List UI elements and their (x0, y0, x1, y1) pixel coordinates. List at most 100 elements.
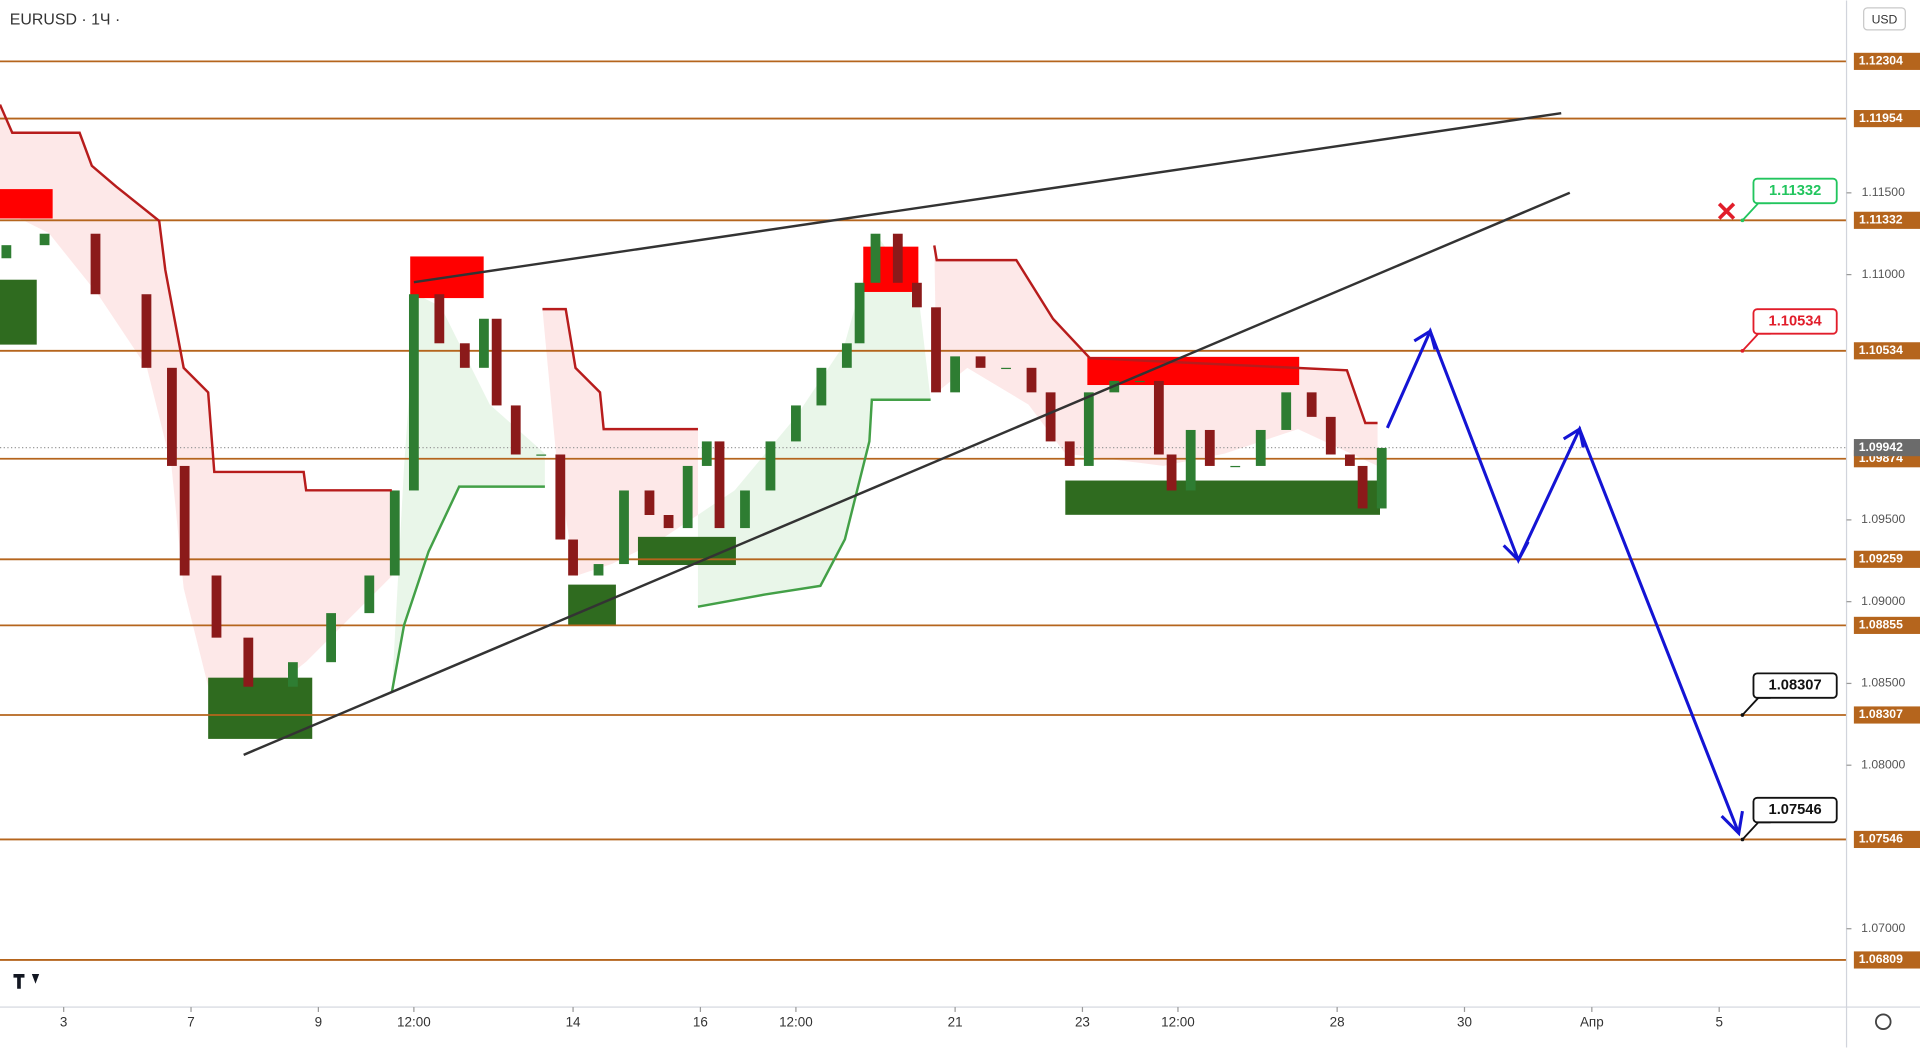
currency-label[interactable]: USD (1872, 12, 1898, 26)
candle (1306, 392, 1317, 417)
candle (1281, 392, 1292, 430)
candle (1344, 454, 1355, 466)
candle (663, 514, 674, 529)
trend-fill (391, 294, 545, 693)
candle (1230, 465, 1241, 468)
x-tick-label: 9 (315, 1015, 322, 1030)
supertrend-up (390, 485, 545, 693)
trend-line (243, 191, 1571, 756)
x-tick-label: 23 (1075, 1015, 1090, 1030)
candle (791, 405, 801, 442)
supertrend-down (542, 307, 698, 431)
demand-zone (0, 279, 37, 345)
callout-label: 1.07546 (1769, 802, 1822, 818)
callout-label: 1.10534 (1769, 313, 1823, 329)
candle (870, 233, 881, 283)
level-label: 1.07546 (1859, 832, 1903, 846)
demand-zone (208, 677, 313, 739)
callout-label: 1.08307 (1769, 677, 1822, 693)
currency-button[interactable] (1863, 7, 1906, 31)
candle (555, 454, 566, 540)
arrow-head (1413, 328, 1437, 350)
trend-fill (542, 309, 698, 577)
level-label: 1.08855 (1859, 618, 1903, 632)
y-tick-label: 1.09000 (1861, 594, 1905, 608)
x-tick-label: 21 (948, 1015, 963, 1030)
candle (90, 233, 101, 295)
candle (619, 490, 629, 565)
level-label: 1.09259 (1859, 552, 1903, 566)
candle (389, 490, 400, 576)
x-tick-label: 12:00 (1161, 1015, 1195, 1030)
candle (1185, 429, 1196, 491)
candle (510, 405, 521, 455)
last-price-label: 1.09942 (1859, 440, 1903, 454)
candle (765, 441, 776, 491)
arrow-head (1720, 810, 1744, 837)
candle (854, 282, 865, 344)
callout-box (1752, 796, 1838, 824)
candle (1001, 367, 1011, 370)
candle (682, 465, 693, 529)
candle (892, 233, 903, 283)
x-tick-label: Апр (1580, 1015, 1604, 1030)
candle (1325, 416, 1336, 455)
candle (1134, 380, 1145, 383)
axes: 1.11500 1.11000 1.09500 1.09000 1.08500 1.080… (60, 52, 1920, 1030)
last-price-tag (1853, 439, 1920, 457)
level-tag (1853, 110, 1920, 128)
x-tick-label: 12:00 (779, 1015, 813, 1030)
candle (141, 294, 152, 368)
level-label: 1.11954 (1859, 111, 1903, 125)
level-tag (1853, 830, 1920, 849)
y-tick-label: 1.08500 (1861, 676, 1905, 690)
candle (1026, 367, 1037, 393)
settings-icon[interactable] (1875, 1013, 1892, 1031)
supply-zone (1087, 356, 1300, 386)
candle (211, 575, 222, 638)
supertrend-up (697, 398, 931, 608)
demand-zone (568, 584, 616, 626)
trend-fill (934, 245, 1378, 466)
logo-mark (13, 974, 40, 989)
candle (1204, 429, 1215, 466)
x-tick-label: 3 (60, 1015, 67, 1030)
candle (326, 613, 336, 663)
x-tick-label: 16 (693, 1015, 708, 1030)
candle (434, 294, 445, 344)
candle (1153, 380, 1164, 455)
candle (568, 539, 578, 576)
level-tag (1853, 616, 1920, 634)
cancel-mark (1717, 202, 1736, 220)
arrow-head (1502, 541, 1530, 563)
candle (950, 356, 960, 393)
trend-line (413, 111, 1562, 284)
level-tag (1853, 550, 1920, 568)
candle (714, 441, 725, 529)
level-label: 1.08307 (1859, 707, 1903, 721)
candles (1, 233, 1387, 687)
logo-bg (7, 965, 45, 995)
x-tick-label: 5 (1715, 1015, 1722, 1030)
candle (364, 575, 375, 614)
candle (1357, 465, 1368, 509)
candle (479, 318, 489, 368)
demand-zone (637, 536, 736, 566)
logo (7, 965, 45, 995)
candle (1083, 392, 1094, 466)
candle (408, 294, 419, 491)
candle (1, 245, 12, 259)
x-tick-label: 12:00 (397, 1015, 431, 1030)
candle (243, 637, 254, 687)
candle (39, 233, 50, 246)
y-tick-label: 1.09500 (1861, 512, 1905, 526)
x-tick-label: 7 (187, 1015, 194, 1030)
y-tick-label: 1.07000 (1861, 921, 1905, 935)
x-tick-label: 30 (1457, 1015, 1472, 1030)
supertrend-down (933, 245, 1378, 425)
candle (701, 441, 712, 466)
arrow-head (1562, 426, 1585, 448)
demand-zone (1065, 480, 1380, 515)
level-label: 1.06809 (1859, 952, 1903, 966)
